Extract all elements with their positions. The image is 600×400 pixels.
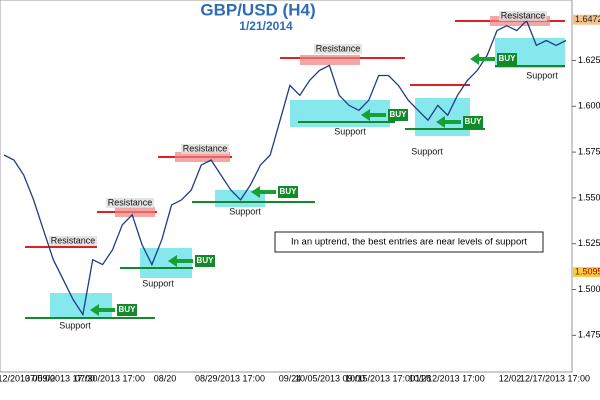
buy-box xyxy=(497,53,517,65)
x-tick-label: 12/17/2013 17:00 xyxy=(520,373,590,383)
price-tag-label: 1.64724 xyxy=(575,14,600,24)
y-tick-label: 1.6250 xyxy=(578,55,600,65)
chart-title: GBP/USD (H4) xyxy=(200,0,315,19)
buy-arrow xyxy=(90,304,115,316)
buy-box xyxy=(388,109,408,121)
buy-arrow xyxy=(470,53,495,65)
support-label: Support xyxy=(142,278,174,288)
buy-label: BUY xyxy=(197,256,215,265)
x-tick-label: 10/15/2013 17:00 xyxy=(345,373,415,383)
label-bg xyxy=(499,11,547,21)
buy-label: BUY xyxy=(465,117,483,126)
support-zone xyxy=(415,98,470,136)
note: In an uptrend, the best entries are near… xyxy=(291,237,527,248)
y-tick-label: 1.5000 xyxy=(578,284,600,294)
buy-arrow xyxy=(436,116,461,128)
chart-subtitle: 1/21/2014 xyxy=(239,19,293,33)
resistance-label: Resistance xyxy=(183,143,228,153)
x-tick-label: 08/29/2013 17:00 xyxy=(195,373,265,383)
support-label: Support xyxy=(59,320,91,330)
note-box xyxy=(274,231,544,253)
support-label: Support xyxy=(334,126,366,136)
support-label: Support xyxy=(411,146,443,156)
resistance-label: Resistance xyxy=(501,10,546,20)
price-line xyxy=(3,19,567,317)
price-tag xyxy=(573,267,600,278)
buy-box xyxy=(463,116,483,128)
support-label: Support xyxy=(229,206,261,216)
label-bg xyxy=(49,236,97,246)
buy-box xyxy=(195,255,215,267)
x-tick-label: 08/20 xyxy=(154,373,177,383)
resistance-zone xyxy=(175,152,230,162)
support-zone xyxy=(50,293,112,319)
x-tick-label: 09/24 xyxy=(279,373,302,383)
buy-arrow xyxy=(168,255,193,267)
resistance-label: Resistance xyxy=(316,43,361,53)
y-tick-label: 1.6000 xyxy=(578,101,600,111)
label-bg xyxy=(106,198,154,208)
buy-label: BUY xyxy=(119,305,137,314)
label-bg xyxy=(314,44,362,54)
buy-label: BUY xyxy=(280,187,298,196)
y-tick-label: 1.5500 xyxy=(578,192,600,202)
price-tag-label: 1.50955 xyxy=(575,266,600,276)
buy-label: BUY xyxy=(499,54,517,63)
y-tick-label: 1.5750 xyxy=(578,146,600,156)
y-tick-label: 1.5250 xyxy=(578,238,600,248)
resistance-zone xyxy=(115,207,155,217)
price-tag xyxy=(573,14,600,25)
x-tick-label: 12/02 xyxy=(499,373,522,383)
buy-arrow xyxy=(251,186,276,198)
x-tick-label: 07/09/2013 17:00 xyxy=(25,373,95,383)
resistance-zone xyxy=(300,55,360,65)
y-tick-label: 1.4750 xyxy=(578,330,600,340)
buy-label: BUY xyxy=(390,110,408,119)
x-tick-label: 07/30/2013 17:00 xyxy=(75,373,145,383)
x-tick-label: 10/05/2013 09:00 xyxy=(295,373,365,383)
buy-box xyxy=(278,186,298,198)
x-tick-label: 06/12/2013 05:00 xyxy=(0,373,55,383)
support-label: Support xyxy=(526,70,558,80)
buy-box xyxy=(117,304,137,316)
x-tick-label: 11/12/2013 17:00 xyxy=(415,373,484,383)
label-bg xyxy=(181,144,229,154)
resistance-label: Resistance xyxy=(51,235,96,245)
resistance-label: Resistance xyxy=(108,197,153,207)
buy-arrow xyxy=(361,109,386,121)
x-tick-label: 10/28 xyxy=(409,373,432,383)
